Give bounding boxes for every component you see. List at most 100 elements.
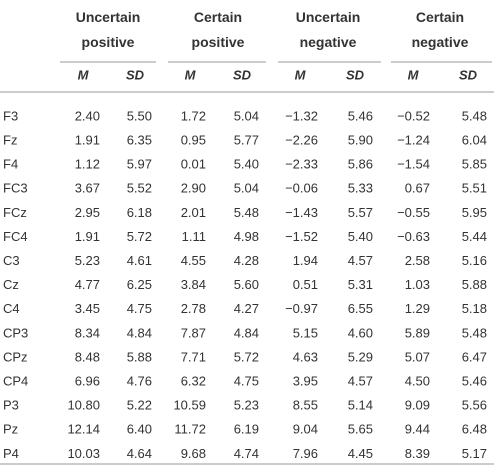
cell: 4.28 — [234, 253, 259, 268]
cell: 1.91 — [75, 229, 100, 244]
cell: 10.59 — [173, 398, 206, 413]
cell: 6.47 — [462, 349, 487, 364]
cell: 3.84 — [181, 277, 206, 292]
cell: 5.33 — [348, 181, 373, 196]
cell: 5.31 — [348, 277, 373, 292]
cell: 5.52 — [127, 181, 152, 196]
cell: 6.40 — [127, 422, 152, 437]
cell: 5.15 — [293, 325, 318, 340]
cell: 6.25 — [127, 277, 152, 292]
cell: 8.39 — [405, 446, 430, 461]
cell: 5.04 — [234, 181, 259, 196]
cell: 5.23 — [234, 398, 259, 413]
cell: 2.90 — [181, 181, 206, 196]
cell: 5.88 — [462, 277, 487, 292]
cell: 5.07 — [405, 349, 430, 364]
cell: 4.75 — [127, 301, 152, 316]
cell: 6.96 — [75, 374, 100, 389]
cell: 5.50 — [127, 108, 152, 123]
cell: 5.95 — [462, 205, 487, 220]
cell: 4.57 — [348, 253, 373, 268]
cell: 5.23 — [75, 253, 100, 268]
cell: 5.14 — [348, 398, 373, 413]
cell: 2.40 — [75, 108, 100, 123]
cell: 5.48 — [234, 205, 259, 220]
cell: 9.04 — [293, 422, 318, 437]
cell: 5.40 — [348, 229, 373, 244]
cell: 1.72 — [181, 108, 206, 123]
cell: 4.63 — [293, 349, 318, 364]
cell: −1.24 — [397, 133, 430, 148]
cell: −1.43 — [285, 205, 318, 220]
cell: 5.90 — [348, 133, 373, 148]
cell: −1.52 — [285, 229, 318, 244]
cell: −0.55 — [397, 205, 430, 220]
cell: 5.72 — [234, 349, 259, 364]
cell: 11.72 — [174, 422, 206, 437]
cell: 3.95 — [293, 374, 318, 389]
cell: 9.09 — [405, 398, 430, 413]
row-label: FC4 — [3, 229, 28, 244]
cell: 4.27 — [234, 301, 259, 316]
cell: 5.44 — [462, 229, 487, 244]
cell: 5.97 — [127, 157, 152, 172]
column-header: M — [78, 67, 90, 82]
cell: 4.76 — [127, 374, 152, 389]
cell: 4.84 — [234, 325, 259, 340]
cell: 4.60 — [348, 325, 373, 340]
cell: 0.67 — [405, 181, 430, 196]
cell: 6.35 — [127, 133, 152, 148]
cell: 4.55 — [181, 253, 206, 268]
cell: 4.57 — [348, 374, 373, 389]
cell: 6.48 — [462, 422, 487, 437]
column-header: SD — [346, 67, 365, 82]
row-label: Pz — [3, 422, 18, 437]
cell: 5.48 — [462, 325, 487, 340]
row-label: P3 — [3, 398, 19, 413]
cell: 1.12 — [75, 157, 100, 172]
row-label: Fz — [3, 133, 17, 148]
row-label: FCz — [3, 205, 27, 220]
cell: 6.04 — [462, 133, 487, 148]
cell: 5.85 — [462, 157, 487, 172]
row-label: FC3 — [3, 181, 28, 196]
cell: 4.77 — [75, 277, 100, 292]
cell: 5.40 — [234, 157, 259, 172]
cell: 3.67 — [75, 181, 100, 196]
row-label: CP3 — [3, 325, 28, 340]
cell: 8.48 — [75, 349, 100, 364]
cell: 1.94 — [293, 253, 318, 268]
cell: −0.97 — [285, 301, 318, 316]
cell: 5.56 — [462, 398, 487, 413]
cell: 5.77 — [234, 133, 259, 148]
cell: 5.46 — [462, 374, 487, 389]
cell: −2.33 — [285, 157, 318, 172]
cell: 0.01 — [181, 157, 206, 172]
cell: 10.03 — [67, 446, 100, 461]
cell: 4.74 — [234, 446, 259, 461]
column-header: SD — [126, 67, 145, 82]
cell: −0.06 — [285, 181, 318, 196]
group-header: Certain negative — [412, 9, 469, 50]
column-header: M — [295, 67, 307, 82]
row-label: Cz — [3, 277, 19, 292]
cell: 5.17 — [462, 446, 487, 461]
cell: 2.01 — [181, 205, 206, 220]
cell: 0.95 — [181, 133, 206, 148]
group-header: Uncertain positive — [76, 9, 141, 50]
cell: 6.32 — [181, 374, 206, 389]
cell: 2.78 — [181, 301, 206, 316]
cell: 0.51 — [293, 277, 318, 292]
cell: 1.11 — [182, 229, 206, 244]
cell: 1.91 — [75, 133, 100, 148]
cell: 2.58 — [405, 253, 430, 268]
cell: 5.72 — [127, 229, 152, 244]
cell: 7.71 — [181, 349, 206, 364]
cell: 3.45 — [75, 301, 100, 316]
cell: −0.52 — [397, 108, 430, 123]
column-header: M — [408, 67, 420, 82]
cell: 5.57 — [348, 205, 373, 220]
cell: −0.63 — [397, 229, 430, 244]
cell: 4.98 — [234, 229, 259, 244]
